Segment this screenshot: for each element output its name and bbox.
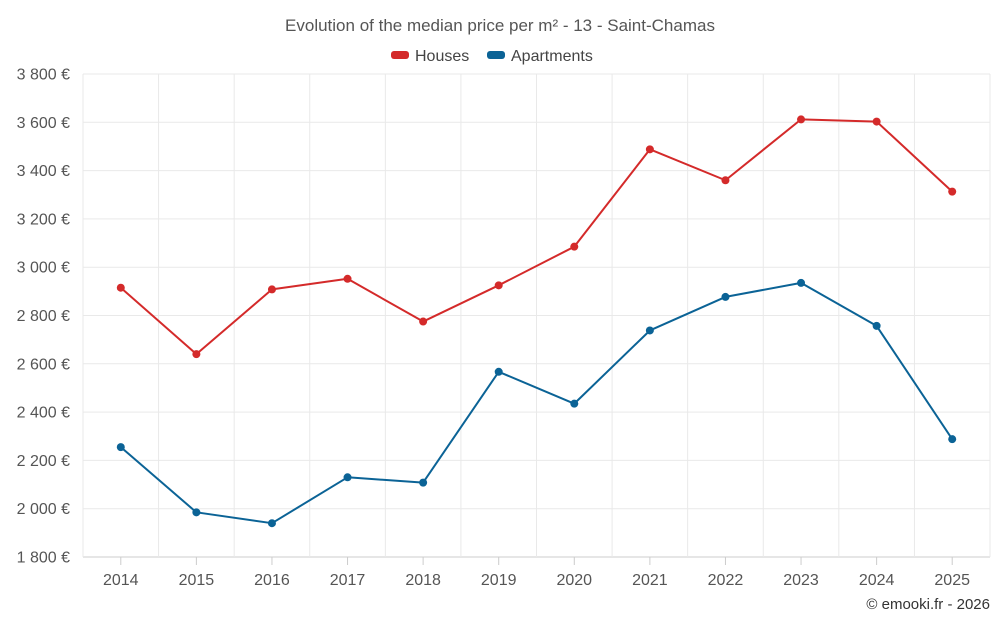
y-tick-label-2000: 2 000 € bbox=[17, 501, 70, 518]
x-tick-label-2024: 2024 bbox=[859, 572, 895, 589]
data-point-houses-2015[interactable] bbox=[192, 350, 201, 359]
data-point-apartments-2024[interactable] bbox=[872, 321, 881, 330]
y-tick-label-2600: 2 600 € bbox=[17, 356, 70, 373]
x-tick-label-2021: 2021 bbox=[632, 572, 668, 589]
x-tick-label-2019: 2019 bbox=[481, 572, 517, 589]
legend-label-houses: Houses bbox=[415, 48, 469, 65]
data-point-apartments-2023[interactable] bbox=[797, 278, 806, 287]
series-houses bbox=[116, 115, 957, 359]
data-point-houses-2019[interactable] bbox=[494, 281, 503, 290]
data-point-apartments-2018[interactable] bbox=[419, 478, 428, 487]
y-tick-label-2400: 2 400 € bbox=[17, 405, 70, 422]
legend-swatch-houses bbox=[391, 51, 409, 59]
series-layer bbox=[116, 115, 957, 528]
y-tick-label-2200: 2 200 € bbox=[17, 453, 70, 470]
legend-item-houses[interactable]: Houses bbox=[391, 48, 469, 65]
data-point-houses-2023[interactable] bbox=[797, 115, 806, 124]
data-point-houses-2021[interactable] bbox=[645, 145, 654, 154]
data-point-houses-2025[interactable] bbox=[948, 187, 957, 196]
x-tick-label-2025: 2025 bbox=[934, 572, 970, 589]
data-point-houses-2018[interactable] bbox=[419, 317, 428, 326]
series-line-apartments bbox=[120, 281, 954, 525]
x-axis-ticks: 2014 2015 2016 2017 2018 2019 2020 2021 2022 2023… bbox=[103, 557, 970, 589]
credit-text: © emooki.fr - 2026 bbox=[866, 596, 990, 613]
data-point-apartments-2025[interactable] bbox=[948, 435, 957, 444]
y-tick-label-3600: 3 600 € bbox=[17, 115, 70, 132]
data-point-apartments-2021[interactable] bbox=[645, 326, 654, 335]
y-tick-label-3800: 3 800 € bbox=[17, 67, 70, 84]
x-tick-label-2020: 2020 bbox=[556, 572, 592, 589]
data-point-apartments-2019[interactable] bbox=[494, 367, 503, 376]
legend-swatch-apartments bbox=[487, 51, 505, 59]
x-tick-label-2016: 2016 bbox=[254, 572, 290, 589]
chart-title: Evolution of the median price per m² - 1… bbox=[285, 16, 715, 35]
y-axis-ticks: 1 800 € 2 000 € 2 200 € 2 400 € 2 600 € 2 800… bbox=[17, 67, 70, 567]
legend-item-apartments[interactable]: Apartments bbox=[487, 48, 593, 65]
data-point-apartments-2014[interactable] bbox=[116, 443, 125, 452]
data-point-houses-2014[interactable] bbox=[116, 283, 125, 292]
data-point-houses-2020[interactable] bbox=[570, 242, 579, 251]
x-tick-label-2018: 2018 bbox=[405, 572, 441, 589]
legend-label-apartments: Apartments bbox=[511, 48, 593, 65]
data-point-apartments-2022[interactable] bbox=[721, 292, 730, 301]
data-point-apartments-2016[interactable] bbox=[267, 519, 276, 528]
x-tick-label-2017: 2017 bbox=[330, 572, 366, 589]
data-point-apartments-2017[interactable] bbox=[343, 473, 352, 482]
x-tick-label-2022: 2022 bbox=[708, 572, 744, 589]
y-tick-label-3400: 3 400 € bbox=[17, 163, 70, 180]
y-tick-label-2800: 2 800 € bbox=[17, 308, 70, 325]
data-point-houses-2024[interactable] bbox=[872, 117, 881, 126]
y-tick-label-3000: 3 000 € bbox=[17, 260, 70, 277]
legend: Houses Apartments bbox=[391, 48, 593, 65]
data-point-houses-2022[interactable] bbox=[721, 176, 730, 185]
data-point-houses-2016[interactable] bbox=[267, 285, 276, 294]
x-tick-label-2023: 2023 bbox=[783, 572, 819, 589]
x-gridlines bbox=[82, 74, 991, 557]
series-line-houses bbox=[120, 118, 953, 356]
y-tick-label-1800: 1 800 € bbox=[17, 550, 70, 567]
x-tick-label-2014: 2014 bbox=[103, 572, 139, 589]
x-tick-label-2015: 2015 bbox=[179, 572, 215, 589]
y-tick-label-3200: 3 200 € bbox=[17, 211, 70, 228]
series-apartments bbox=[116, 278, 957, 528]
data-point-apartments-2015[interactable] bbox=[192, 508, 201, 517]
data-point-apartments-2020[interactable] bbox=[570, 399, 579, 408]
data-point-houses-2017[interactable] bbox=[343, 274, 352, 283]
